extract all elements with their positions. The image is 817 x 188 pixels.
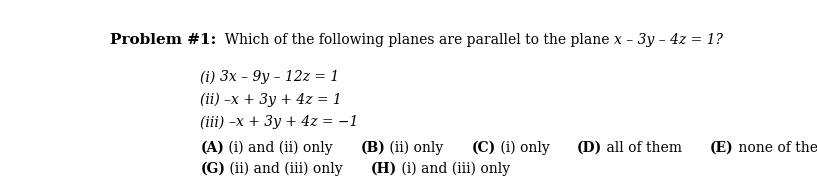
Text: (i) and (iii) only: (i) and (iii) only <box>397 161 510 176</box>
Text: (G): (G) <box>200 161 225 176</box>
Text: x – 3y – 4z = 1?: x – 3y – 4z = 1? <box>614 33 723 47</box>
Text: Problem #1:: Problem #1: <box>109 33 216 47</box>
Text: (i) only: (i) only <box>496 141 577 155</box>
Text: (H): (H) <box>371 161 397 176</box>
Text: (iii): (iii) <box>200 115 229 129</box>
Text: (E): (E) <box>710 141 734 155</box>
Text: (ii) and (iii) only: (ii) and (iii) only <box>225 161 371 176</box>
Text: Which of the following planes are parallel to the plane: Which of the following planes are parall… <box>216 33 614 47</box>
Text: (i) and (ii) only: (i) and (ii) only <box>224 141 360 155</box>
Text: (ii): (ii) <box>200 93 225 107</box>
Text: (B): (B) <box>360 141 386 155</box>
Text: –x + 3y + 4z = 1: –x + 3y + 4z = 1 <box>225 93 342 107</box>
Text: (i): (i) <box>200 70 220 84</box>
Text: –x + 3y + 4z = −1: –x + 3y + 4z = −1 <box>229 115 359 129</box>
Text: all of them: all of them <box>602 141 710 155</box>
Text: (C): (C) <box>471 141 496 155</box>
Text: 3x – 9y – 12z = 1: 3x – 9y – 12z = 1 <box>220 70 339 84</box>
Text: (D): (D) <box>577 141 602 155</box>
Text: (A): (A) <box>200 141 224 155</box>
Text: none of them: none of them <box>734 141 817 155</box>
Text: (ii) only: (ii) only <box>386 141 471 155</box>
